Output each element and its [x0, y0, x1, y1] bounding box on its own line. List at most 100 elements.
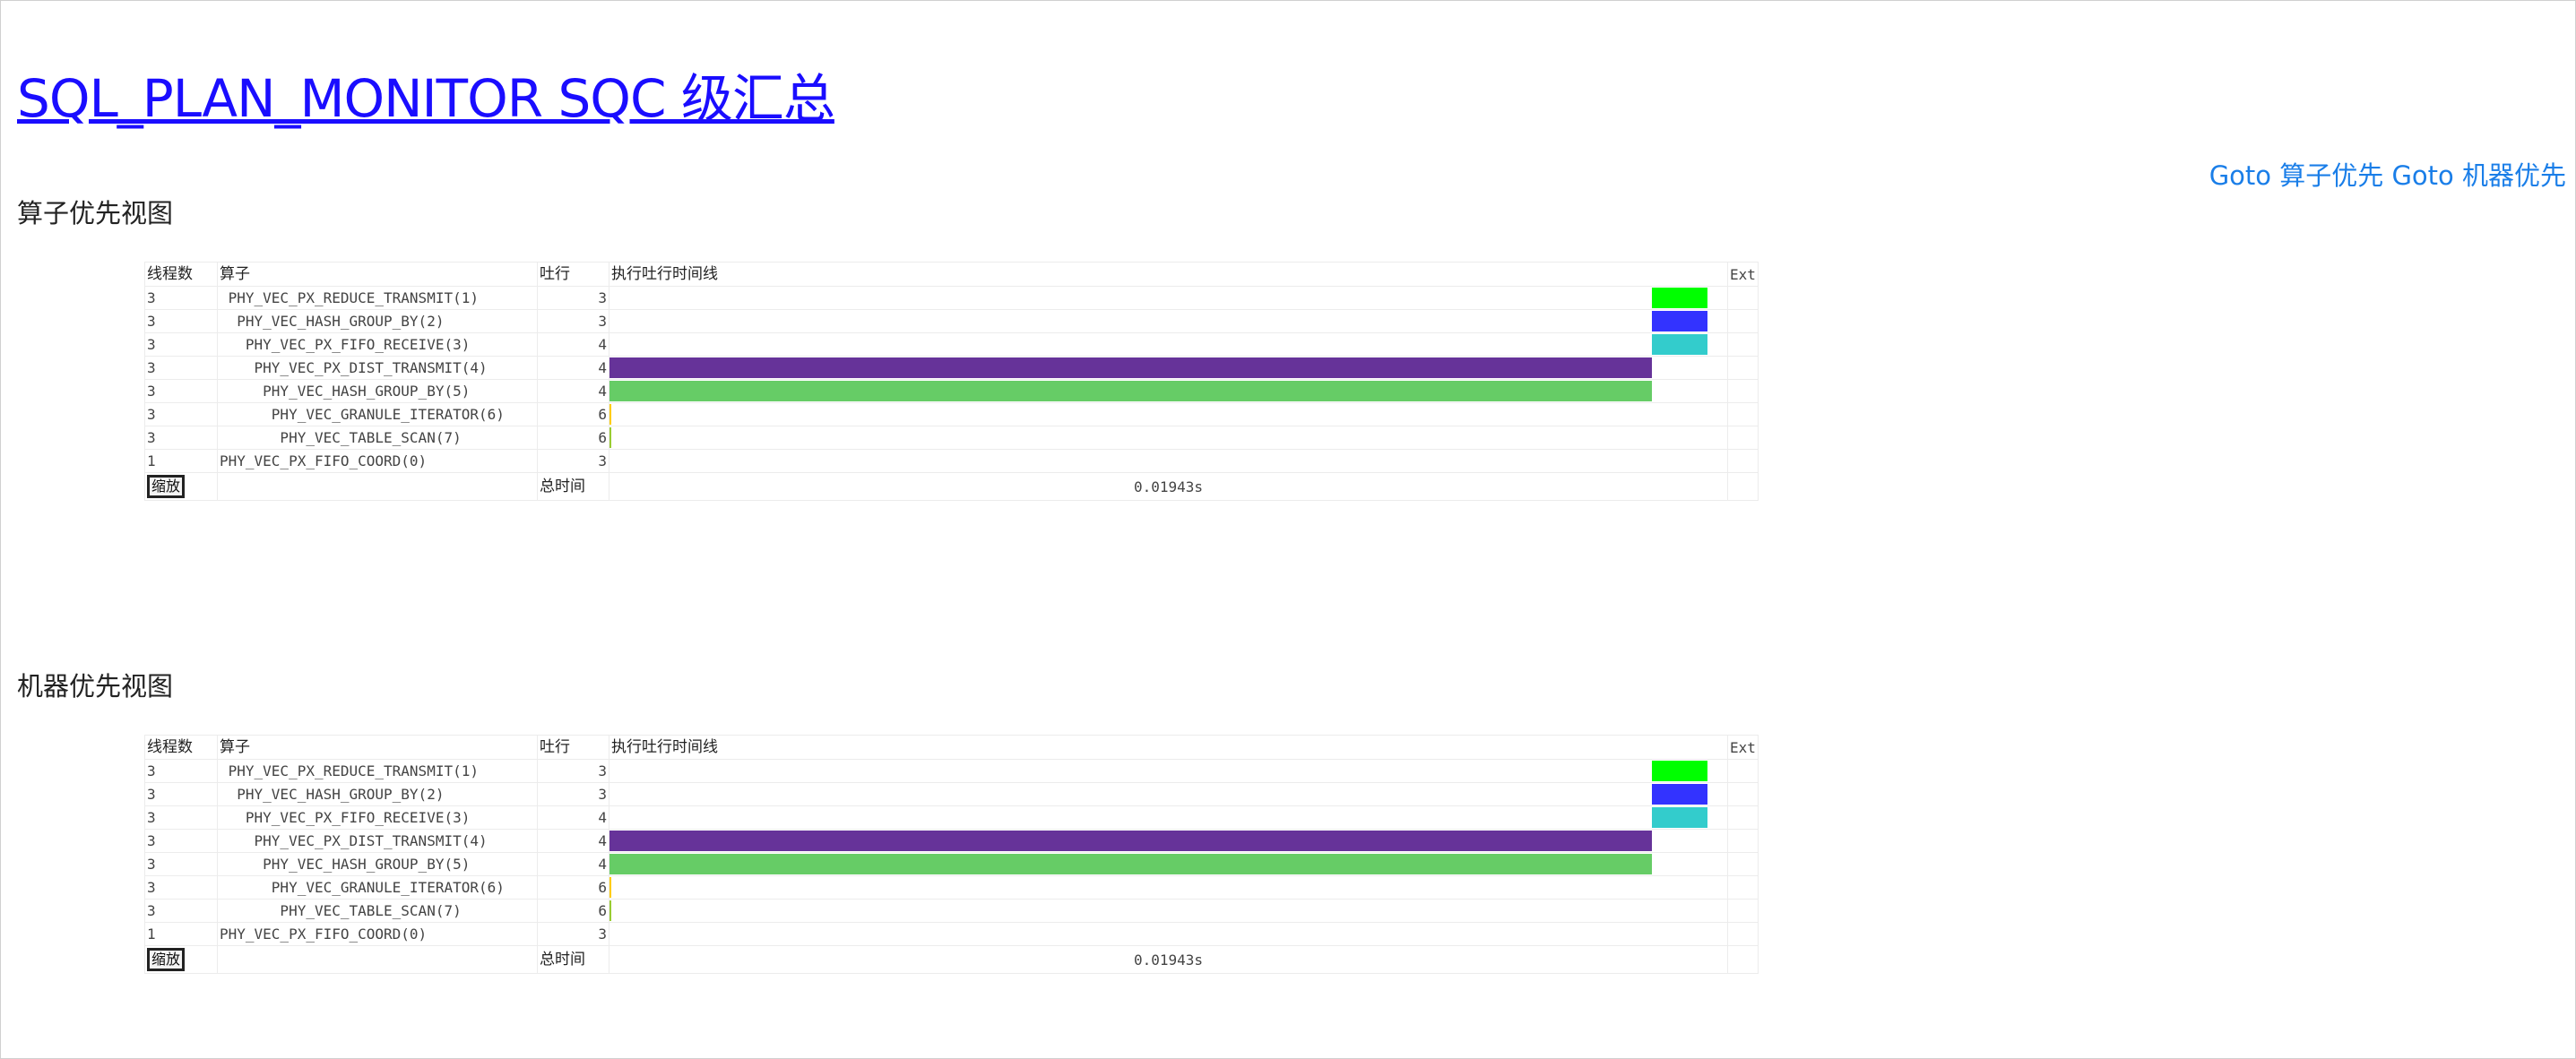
rows-output-cell: 3 — [537, 449, 609, 473]
timeline-header: 执行吐行时间线 — [609, 735, 1728, 760]
timeline-bar[interactable] — [609, 404, 611, 425]
ext-cell — [1727, 782, 1759, 806]
table-row: 1 PHY_VEC_PX_FIFO_COORD(0) 3 — [144, 922, 1759, 946]
ext-cell — [1727, 852, 1759, 876]
ext-cell — [1727, 829, 1759, 853]
goto-operator-link[interactable]: Goto 算子优先 — [2209, 160, 2384, 191]
table-row: 3 PHY_VEC_TABLE_SCAN(7) 6 — [144, 899, 1759, 923]
timeline-cell — [609, 309, 1728, 333]
timeline-bar[interactable] — [1651, 334, 1708, 355]
ext-cell — [1727, 875, 1759, 900]
table-row: 3 PHY_VEC_HASH_GROUP_BY(2) 3 — [144, 309, 1759, 333]
footer-row: 缩放 总时间 0.01943s — [144, 472, 1759, 501]
timeline-cell — [609, 332, 1728, 357]
timeline-header: 执行吐行时间线 — [609, 262, 1728, 287]
thread-count-cell: 3 — [144, 875, 218, 900]
operator-name-cell: PHY_VEC_PX_DIST_TRANSMIT(4) — [217, 829, 538, 853]
timeline-cell — [609, 759, 1728, 783]
operator-name-cell: PHY_VEC_TABLE_SCAN(7) — [217, 899, 538, 923]
timeline-bar[interactable] — [1651, 784, 1708, 805]
timeline-bar[interactable] — [609, 877, 611, 898]
thread-count-cell: 3 — [144, 379, 218, 403]
operator-name-cell: PHY_VEC_HASH_GROUP_BY(5) — [217, 379, 538, 403]
goto-links: Goto 算子优先 Goto 机器优先 — [2209, 155, 2566, 193]
ext-cell — [1727, 449, 1759, 473]
rows-output-cell: 4 — [537, 805, 609, 830]
rows-output-cell: 6 — [537, 402, 609, 426]
timeline-bar[interactable] — [609, 427, 611, 448]
ext-cell — [1727, 309, 1759, 333]
operator-name-cell: PHY_VEC_GRANULE_ITERATOR(6) — [217, 875, 538, 900]
table-row: 3 PHY_VEC_HASH_GROUP_BY(5) 4 — [144, 852, 1759, 876]
thread-count-cell: 3 — [144, 782, 218, 806]
goto-machine-link[interactable]: Goto 机器优先 — [2391, 160, 2566, 191]
table-row: 3 PHY_VEC_PX_DIST_TRANSMIT(4) 4 — [144, 829, 1759, 853]
timeline-cell — [609, 379, 1728, 403]
total-time-value: 0.01943s — [609, 472, 1728, 501]
thread-count-cell: 1 — [144, 449, 218, 473]
threads-header: 线程数 — [144, 262, 218, 287]
timeline-bar[interactable] — [1651, 288, 1708, 308]
timeline-bar[interactable] — [609, 357, 1652, 378]
operator-name-cell: PHY_VEC_GRANULE_ITERATOR(6) — [217, 402, 538, 426]
ext-cell — [1727, 945, 1759, 974]
timeline-bar[interactable] — [609, 854, 1652, 874]
rows-header: 吐行 — [537, 735, 609, 760]
thread-count-cell: 3 — [144, 899, 218, 923]
ext-cell — [1727, 899, 1759, 923]
operator-name-cell: PHY_VEC_PX_REDUCE_TRANSMIT(1) — [217, 759, 538, 783]
table-row: 3 PHY_VEC_PX_FIFO_RECEIVE(3) 4 — [144, 332, 1759, 357]
rows-output-cell: 4 — [537, 829, 609, 853]
rows-output-cell: 6 — [537, 899, 609, 923]
ext-cell — [1727, 922, 1759, 946]
timeline-cell — [609, 286, 1728, 310]
zoom-button[interactable]: 缩放 — [147, 475, 186, 498]
table-row: 3 PHY_VEC_PX_REDUCE_TRANSMIT(1) 3 — [144, 759, 1759, 783]
timeline-cell — [609, 852, 1728, 876]
timeline-bar[interactable] — [609, 381, 1652, 401]
timeline-bar[interactable] — [609, 831, 1652, 851]
operator-view-table: 线程数 算子 吐行 执行吐行时间线 Ext 3 PHY_VEC_PX_REDUCE_TRA… — [144, 262, 1759, 501]
operator-name-cell: PHY_VEC_PX_FIFO_COORD(0) — [217, 449, 538, 473]
page-title[interactable]: SQL_PLAN_MONITOR SQC 级汇总 — [17, 68, 835, 129]
timeline-cell — [609, 782, 1728, 806]
rows-output-cell: 4 — [537, 332, 609, 357]
timeline-bar[interactable] — [1651, 761, 1708, 781]
timeline-bar[interactable] — [1651, 807, 1708, 828]
ext-cell — [1727, 805, 1759, 830]
thread-count-cell: 3 — [144, 759, 218, 783]
rows-output-cell: 3 — [537, 309, 609, 333]
ext-cell — [1727, 759, 1759, 783]
rows-output-cell: 6 — [537, 875, 609, 900]
operator-name-cell: PHY_VEC_PX_REDUCE_TRANSMIT(1) — [217, 286, 538, 310]
machine-view-table: 线程数 算子 吐行 执行吐行时间线 Ext 3 PHY_VEC_PX_REDUCE_TRA… — [144, 735, 1759, 974]
rows-output-cell: 3 — [537, 782, 609, 806]
header-row: 线程数 算子 吐行 执行吐行时间线 Ext — [144, 262, 1759, 287]
thread-count-cell: 3 — [144, 829, 218, 853]
operator-name-cell: PHY_VEC_PX_FIFO_COORD(0) — [217, 922, 538, 946]
operator-name-cell: PHY_VEC_PX_FIFO_RECEIVE(3) — [217, 332, 538, 357]
timeline-bar[interactable] — [1651, 311, 1708, 331]
timeline-cell — [609, 875, 1728, 900]
machine-view-body: 线程数 算子 吐行 执行吐行时间线 Ext 3 PHY_VEC_PX_REDUCE_TRA… — [144, 735, 1759, 974]
zoom-cell: 缩放 — [144, 945, 218, 974]
total-time-label: 总时间 — [540, 951, 585, 969]
machine-view-title: 机器优先视图 — [17, 671, 174, 702]
operator-name-cell: PHY_VEC_PX_FIFO_RECEIVE(3) — [217, 805, 538, 830]
rows-output-cell: 3 — [537, 922, 609, 946]
timeline-bar[interactable] — [609, 900, 611, 921]
ext-cell — [1727, 356, 1759, 380]
thread-count-cell: 1 — [144, 922, 218, 946]
footer-row: 缩放 总时间 0.01943s — [144, 945, 1759, 974]
zoom-button[interactable]: 缩放 — [147, 948, 186, 971]
operator-name-cell: PHY_VEC_HASH_GROUP_BY(2) — [217, 309, 538, 333]
operator-name-cell: PHY_VEC_HASH_GROUP_BY(5) — [217, 852, 538, 876]
timeline-cell — [609, 922, 1728, 946]
table-row: 3 PHY_VEC_GRANULE_ITERATOR(6) 6 — [144, 875, 1759, 900]
table-row: 3 PHY_VEC_HASH_GROUP_BY(5) 4 — [144, 379, 1759, 403]
timeline-cell — [609, 426, 1728, 450]
thread-count-cell: 3 — [144, 356, 218, 380]
rows-header: 吐行 — [537, 262, 609, 287]
ext-cell — [1727, 472, 1759, 501]
ext-cell — [1727, 402, 1759, 426]
